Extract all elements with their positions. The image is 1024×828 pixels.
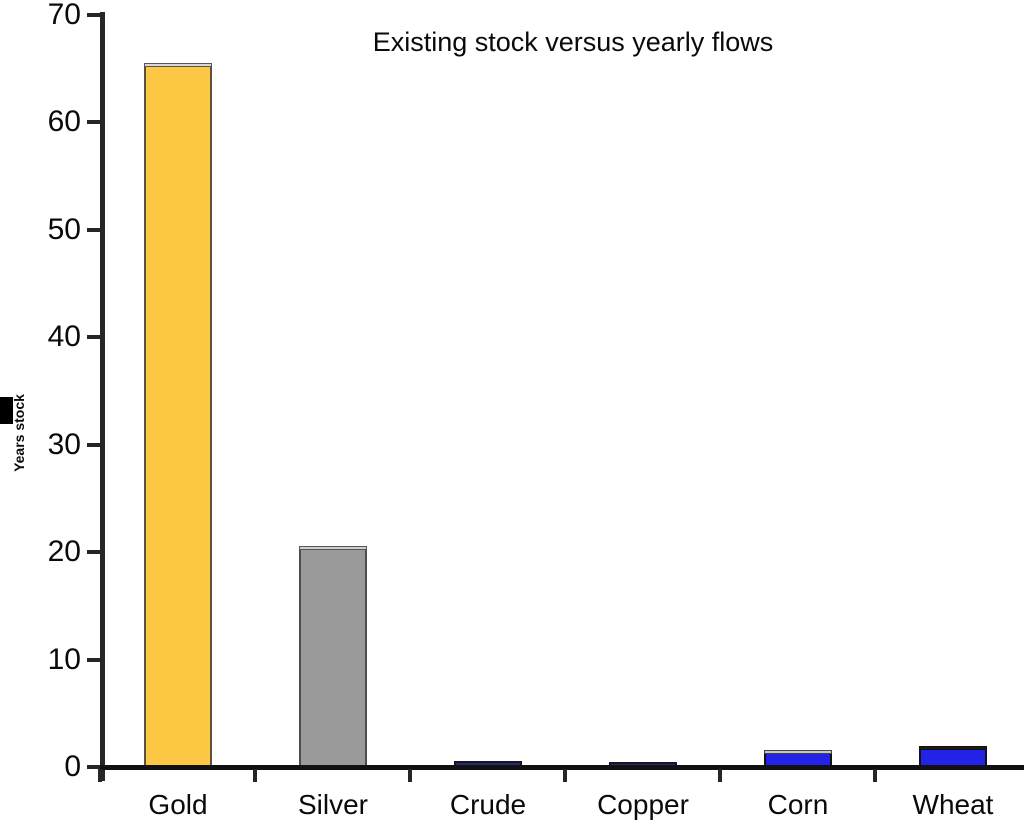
y-tick-mark bbox=[87, 658, 100, 662]
x-category-label-gold: Gold bbox=[148, 789, 208, 820]
clipped-legend-marker bbox=[0, 397, 13, 424]
y-tick-label: 50 bbox=[47, 213, 81, 246]
bar-wheat bbox=[919, 746, 987, 767]
bar-top-bevel bbox=[919, 746, 987, 750]
y-tick-mark bbox=[87, 13, 100, 17]
bar-top-bevel bbox=[144, 63, 212, 67]
x-tick-mark bbox=[718, 769, 722, 782]
x-tick-mark bbox=[98, 769, 102, 782]
bar-silver bbox=[299, 546, 367, 767]
x-category-label-copper: Copper bbox=[597, 789, 689, 820]
y-tick-mark bbox=[87, 550, 100, 554]
y-tick-label: 0 bbox=[64, 750, 81, 783]
y-axis-line bbox=[100, 12, 105, 781]
y-tick-mark bbox=[87, 335, 100, 339]
bar-top-bevel bbox=[764, 750, 832, 754]
chart-title: Existing stock versus yearly flows bbox=[372, 27, 774, 57]
y-tick-label: 30 bbox=[47, 428, 81, 461]
x-category-label-corn: Corn bbox=[767, 789, 829, 820]
y-tick-label: 70 bbox=[47, 0, 81, 31]
x-axis-line bbox=[100, 765, 1024, 770]
bar-top-bevel bbox=[299, 546, 367, 550]
y-tick-mark bbox=[87, 120, 100, 124]
bar-gold bbox=[144, 63, 212, 767]
y-tick-mark bbox=[87, 228, 100, 232]
x-tick-mark bbox=[563, 769, 567, 782]
y-tick-mark bbox=[87, 765, 100, 769]
y-tick-label: 20 bbox=[47, 535, 81, 568]
x-category-label-silver: Silver bbox=[297, 789, 368, 820]
y-tick-mark bbox=[87, 443, 100, 447]
y-tick-label: 60 bbox=[47, 105, 81, 138]
x-category-label-wheat: Wheat bbox=[912, 789, 994, 820]
x-category-label-crude: Crude bbox=[449, 789, 527, 820]
x-tick-mark bbox=[253, 769, 257, 782]
x-tick-mark bbox=[873, 769, 877, 782]
x-tick-mark bbox=[408, 769, 412, 782]
y-tick-label: 10 bbox=[47, 643, 81, 676]
y-tick-label: 40 bbox=[47, 320, 81, 353]
